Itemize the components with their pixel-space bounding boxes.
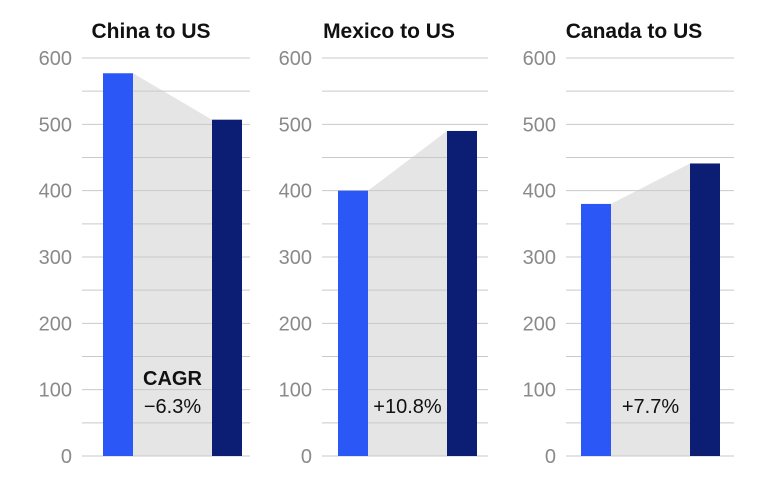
y-tick-label-mexico-600: 600 — [279, 48, 312, 70]
bar-first-canada — [581, 203, 611, 456]
y-tick-label-canada-600: 600 — [523, 48, 556, 70]
y-tick-label-china-400: 400 — [39, 181, 72, 203]
y-tick-label-mexico-400: 400 — [279, 181, 312, 203]
panel-mexico: Mexico to US 0 100 200 300 400 500 600 +10.8% — [279, 20, 488, 468]
panel-china: China to US 0 100 200 300 400 500 600 CAGR −6.3% — [39, 20, 250, 468]
cagr-value-china: −6.3% — [144, 396, 201, 418]
y-tick-label-china-200: 200 — [39, 313, 72, 335]
bar-second-canada — [690, 163, 720, 456]
bar-first-mexico — [338, 190, 368, 456]
bar-second-mexico — [447, 130, 477, 456]
y-tick-label-mexico-0: 0 — [301, 446, 312, 468]
y-tick-label-china-600: 600 — [39, 48, 72, 70]
cagr-value-mexico: +10.8% — [373, 396, 442, 418]
connector-area-china — [133, 73, 212, 457]
y-tick-label-mexico-500: 500 — [279, 114, 312, 136]
cagr-value-canada: +7.7% — [622, 396, 679, 418]
connector-area-canada — [611, 163, 690, 456]
y-tick-label-mexico-200: 200 — [279, 313, 312, 335]
y-tick-label-mexico-100: 100 — [279, 380, 312, 402]
y-tick-label-canada-300: 300 — [523, 247, 556, 269]
y-tick-label-china-500: 500 — [39, 114, 72, 136]
y-tick-label-canada-100: 100 — [523, 380, 556, 402]
y-tick-label-canada-500: 500 — [523, 114, 556, 136]
y-tick-label-china-100: 100 — [39, 380, 72, 402]
y-tick-label-canada-0: 0 — [545, 446, 556, 468]
connector-area-mexico — [368, 130, 447, 456]
y-tick-label-china-300: 300 — [39, 247, 72, 269]
panel-title-mexico: Mexico to US — [323, 20, 455, 43]
bar-first-china — [103, 73, 133, 457]
y-tick-label-china-0: 0 — [61, 446, 72, 468]
y-tick-label-mexico-300: 300 — [279, 247, 312, 269]
bar-second-china — [212, 119, 242, 456]
y-tick-label-canada-200: 200 — [523, 313, 556, 335]
panel-title-china: China to US — [92, 20, 211, 43]
cagr-label-china: CAGR — [143, 368, 202, 390]
panel-canada: Canada to US 0 100 200 300 400 500 600 +7.7% — [523, 20, 734, 468]
panel-title-canada: Canada to US — [566, 20, 703, 43]
y-tick-label-canada-400: 400 — [523, 181, 556, 203]
